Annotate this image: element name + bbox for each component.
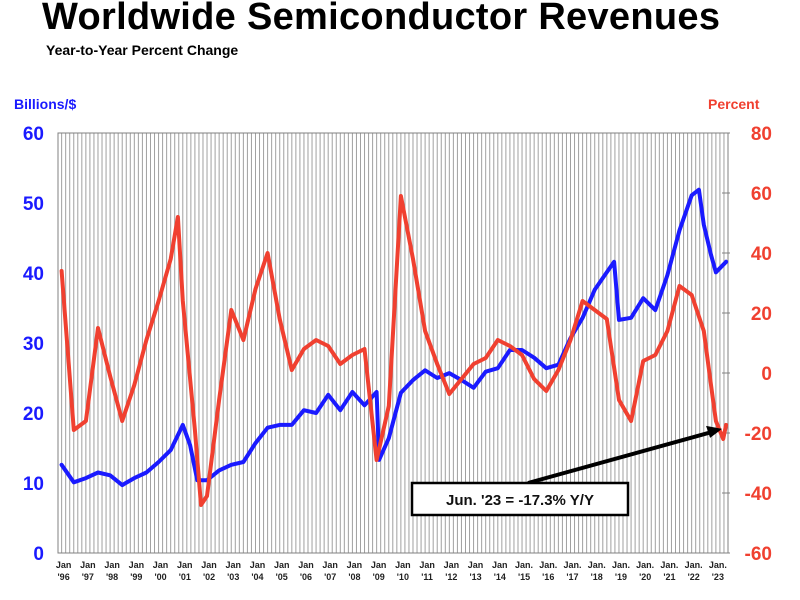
x-tick-label: Jan — [80, 560, 96, 570]
y-right-tick-label: 20 — [751, 304, 772, 325]
x-tick-label: '04 — [251, 572, 263, 582]
y-right-tick-label: -40 — [745, 484, 772, 505]
x-tick-label: '97 — [82, 572, 94, 582]
x-tick-label: Jan — [104, 560, 120, 570]
x-tick-label: '20 — [639, 572, 651, 582]
x-tick-label: Jan — [56, 560, 72, 570]
x-tick-label: Jan — [322, 560, 338, 570]
x-tick-label: Jan. — [685, 560, 703, 570]
x-tick-label: '16 — [542, 572, 554, 582]
x-tick-label: '06 — [300, 572, 312, 582]
y-left-tick-label: 30 — [23, 334, 44, 355]
x-tick-label: '23 — [712, 572, 724, 582]
x-tick-label: '17 — [566, 572, 578, 582]
x-tick-label: '18 — [591, 572, 603, 582]
y-right-tick-label: -20 — [745, 424, 772, 445]
x-tick-label: '99 — [130, 572, 142, 582]
x-tick-label: Jan — [468, 560, 484, 570]
x-tick-label: '07 — [324, 572, 336, 582]
x-tick-label: Jan. — [660, 560, 678, 570]
revenue-billions-line — [59, 187, 729, 488]
x-tick-label: '05 — [276, 572, 288, 582]
x-tick-label: '96 — [58, 572, 70, 582]
y-axis-right-label: Percent — [708, 96, 760, 112]
x-tick-label: Jan. — [588, 560, 606, 570]
x-tick-label: '21 — [663, 572, 675, 582]
x-tick-label: '03 — [227, 572, 239, 582]
x-tick-label: Jan. — [709, 560, 727, 570]
x-tick-label: Jan. — [539, 560, 557, 570]
y-left-tick-label: 50 — [23, 194, 44, 215]
y-left-tick-label: 10 — [23, 474, 44, 495]
y-right-tick-label: -60 — [745, 544, 772, 565]
x-tick-label: Jan — [419, 560, 435, 570]
y-left-tick-label: 40 — [23, 264, 44, 285]
chart-title: Worldwide Semiconductor Revenues — [42, 0, 721, 38]
x-tick-label: Jan — [201, 560, 217, 570]
annotation-text: Jun. '23 = -17.3% Y/Y — [446, 492, 594, 509]
x-tick-label: '00 — [154, 572, 166, 582]
x-tick-label: Jan. — [636, 560, 654, 570]
y-right-tick-label: 40 — [751, 244, 772, 265]
x-tick-label: '22 — [688, 572, 700, 582]
chart-subtitle: Year-to-Year Percent Change — [46, 42, 239, 58]
x-tick-label: '12 — [445, 572, 457, 582]
annotation-arrow — [527, 429, 713, 485]
y-axis-left-label: Billions/$ — [14, 96, 77, 112]
y-right-tick-label: 0 — [761, 364, 772, 385]
annotation-box — [410, 481, 630, 517]
y-right-tick-label: 80 — [751, 124, 772, 145]
x-tick-label: Jan — [274, 560, 290, 570]
x-tick-label: '19 — [615, 572, 627, 582]
x-tick-label: '01 — [179, 572, 191, 582]
y-right-tick-label: 60 — [751, 184, 772, 205]
x-tick-label: '10 — [397, 572, 409, 582]
x-tick-label: Jan — [129, 560, 145, 570]
x-tick-label: '08 — [348, 572, 360, 582]
x-tick-label: Jan. — [612, 560, 630, 570]
x-tick-label: '13 — [469, 572, 481, 582]
x-tick-label: Jan — [225, 560, 241, 570]
x-tick-label: Jan — [250, 560, 266, 570]
x-tick-label: '15 — [518, 572, 530, 582]
x-tick-label: Jan — [298, 560, 314, 570]
y-left-tick-label: 0 — [33, 544, 44, 565]
x-tick-label: Jan — [371, 560, 387, 570]
y-left-tick-label: 60 — [23, 124, 44, 145]
annotation-arrowhead — [706, 425, 723, 438]
x-tick-label: Jan — [492, 560, 508, 570]
plot-frame — [57, 132, 729, 554]
x-tick-label: Jan — [444, 560, 460, 570]
x-tick-label: Jan — [347, 560, 363, 570]
x-tick-label: Jan — [153, 560, 169, 570]
x-tick-label: Jan — [177, 560, 193, 570]
x-tick-label: '11 — [421, 572, 433, 582]
x-tick-label: Jan. — [515, 560, 533, 570]
x-tick-label: '98 — [106, 572, 118, 582]
x-tick-label: Jan. — [563, 560, 581, 570]
x-tick-label: '09 — [373, 572, 385, 582]
x-tick-label: '14 — [494, 572, 506, 582]
y-left-tick-label: 20 — [23, 404, 44, 425]
yoy-percent-line — [59, 194, 729, 507]
x-tick-label: '02 — [203, 572, 215, 582]
x-tick-label: Jan — [395, 560, 411, 570]
